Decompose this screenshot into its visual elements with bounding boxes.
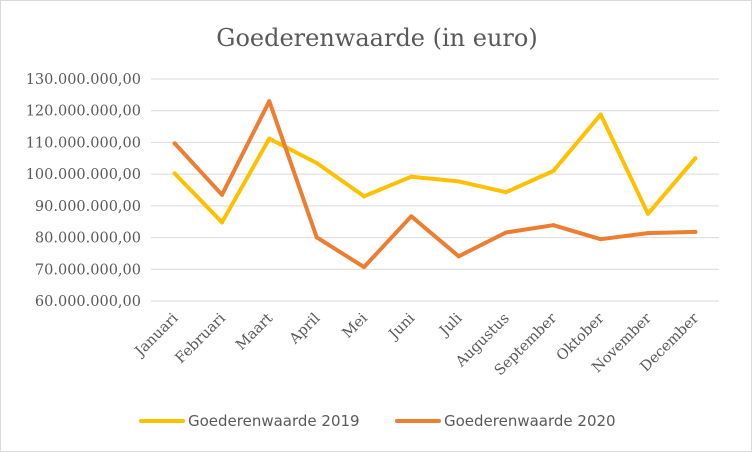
x-tick-label: Mei [340,310,371,341]
data-point [362,265,366,270]
data-point [693,156,698,161]
legend-item: Goederenwaarde 2019 [139,412,360,430]
data-point [646,211,650,216]
y-axis-tick-labels: 60.000.000,00 70.000.000,00 80.000.000,00 9… [26,72,141,310]
data-point [551,168,556,173]
legend-label: Goederenwaarde 2020 [444,412,616,430]
data-point [220,192,224,197]
data-point [314,235,319,240]
series-line [172,99,698,270]
series-1 [172,112,698,225]
data-point [172,141,177,146]
gridlines [151,78,719,302]
data-point [409,214,414,219]
x-tick-label: Juni [385,310,419,344]
data-point [267,136,272,141]
series-lines [172,99,698,270]
y-tick-label: 100.000.000,00 [26,167,141,183]
y-tick-label: 80.000.000,00 [35,231,141,247]
x-tick-label: April [286,310,324,348]
series-line [172,112,698,225]
x-tick-label: Februari [173,310,230,367]
data-point [267,99,272,104]
data-point [551,223,556,228]
y-tick-label: 60.000.000,00 [35,294,141,310]
data-point [220,220,224,225]
data-point [693,229,698,234]
data-point [362,194,366,199]
chart-title: Goederenwaarde (in euro) [216,24,537,52]
legend-label: Goederenwaarde 2019 [188,412,360,430]
legend-item: Goederenwaarde 2020 [395,412,616,430]
series-2 [172,99,698,270]
legend: Goederenwaarde 2019 Goederenwaarde 2020 [139,412,616,430]
data-point [314,161,319,166]
y-tick-label: 120.000.000,00 [26,104,141,120]
data-point [409,174,414,179]
y-tick-label: 90.000.000,00 [35,199,141,215]
y-tick-label: 110.000.000,00 [26,135,141,151]
data-point [598,237,603,242]
data-point [504,230,508,235]
y-tick-label: 70.000.000,00 [35,262,141,278]
data-point [504,190,508,195]
data-point [646,231,650,236]
data-point [456,179,461,184]
data-point [172,171,177,176]
x-tick-label: Juli [435,310,465,340]
data-point [456,254,461,259]
data-point [598,112,603,117]
x-tick-label: Maart [233,310,276,353]
y-tick-label: 130.000.000,00 [26,72,141,88]
